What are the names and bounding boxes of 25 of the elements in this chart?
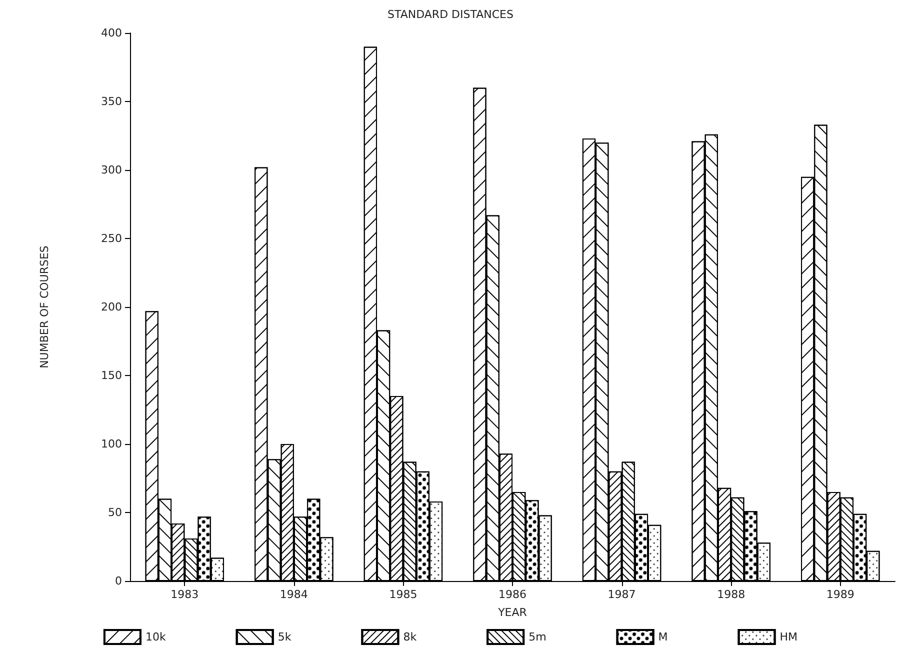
y-tick-label: 400 bbox=[101, 26, 122, 40]
x-tick-label: 1986 bbox=[498, 588, 526, 601]
y-tick-label: 0 bbox=[115, 574, 122, 588]
chart-title: STANDARD DISTANCES bbox=[388, 8, 514, 21]
x-tick-label: 1984 bbox=[280, 588, 308, 601]
legend-label: M bbox=[658, 630, 668, 644]
legend-label: HM bbox=[780, 630, 798, 644]
legend-label: 10k bbox=[145, 630, 166, 644]
y-tick-label: 300 bbox=[101, 164, 122, 176]
x-tick-label: 1987 bbox=[608, 588, 636, 601]
y-tick-label: 350 bbox=[101, 95, 122, 108]
y-tick-label: 200 bbox=[101, 300, 122, 314]
x-axis-title: YEAR bbox=[497, 606, 528, 619]
x-tick-label: 1989 bbox=[826, 588, 854, 601]
y-axis-title: NUMBER OF COURSES bbox=[38, 246, 51, 368]
legend-label: 8k bbox=[403, 630, 418, 644]
x-tick-label: 1985 bbox=[389, 588, 418, 601]
y-tick-label: 100 bbox=[101, 438, 122, 450]
y-tick-label: 250 bbox=[101, 232, 122, 245]
x-tick-label: 1983 bbox=[170, 588, 199, 601]
legend-label: 5m bbox=[528, 630, 546, 644]
x-tick-label: 1988 bbox=[717, 588, 746, 601]
legend-label: 5k bbox=[278, 630, 292, 644]
y-tick-label: 150 bbox=[101, 369, 122, 382]
y-tick-label: 50 bbox=[108, 506, 122, 519]
